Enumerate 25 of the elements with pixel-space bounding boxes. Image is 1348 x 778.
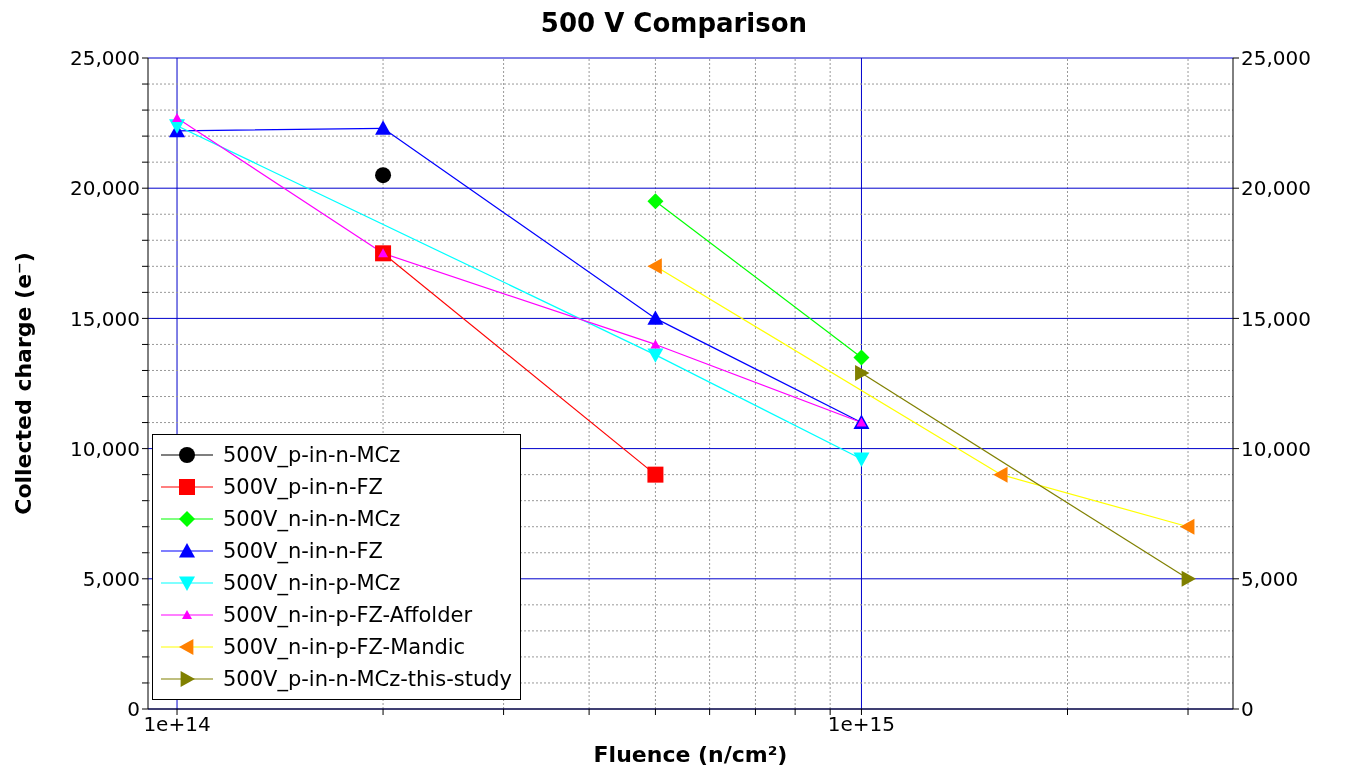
y2-tick-label: 25,000 (1241, 46, 1311, 71)
y2-tick-label: 0 (1241, 697, 1254, 722)
chart-title: 500 V Comparison (539, 8, 809, 38)
y-tick-label: 10,000 (70, 436, 140, 461)
legend-label: 500V_n-in-n-MCz (223, 507, 401, 531)
y-tick-label: 15,000 (70, 306, 140, 331)
y-tick-label: 5,000 (82, 566, 140, 591)
x-tick-label: 1e+15 (827, 712, 896, 737)
y2-tick-label: 10,000 (1241, 436, 1311, 461)
legend-label: 500V_n-in-p-MCz (223, 571, 401, 595)
y-tick-label: 25,000 (70, 46, 140, 71)
legend-label: 500V_n-in-p-FZ-Mandic (223, 635, 466, 659)
y-tick-label: 20,000 (70, 176, 140, 201)
legend-label: 500V_p-in-n-MCz-this-study (223, 667, 512, 691)
legend-label: 500V_n-in-p-FZ-Affolder (223, 603, 473, 627)
x-tick-label: 1e+14 (143, 712, 211, 737)
y2-tick-label: 15,000 (1241, 306, 1311, 331)
y-axis-title: Collected charge (e⁻) (10, 252, 36, 515)
y-tick-label: 0 (127, 697, 140, 722)
legend-label: 500V_p-in-n-FZ (223, 475, 383, 499)
legend-label: 500V_p-in-n-MCz (223, 443, 401, 467)
legend-label: 500V_n-in-n-FZ (223, 539, 383, 563)
x-axis-title: Fluence (n/cm²) (593, 742, 788, 767)
y2-tick-label: 5,000 (1241, 566, 1299, 591)
y2-tick-label: 20,000 (1241, 176, 1311, 201)
